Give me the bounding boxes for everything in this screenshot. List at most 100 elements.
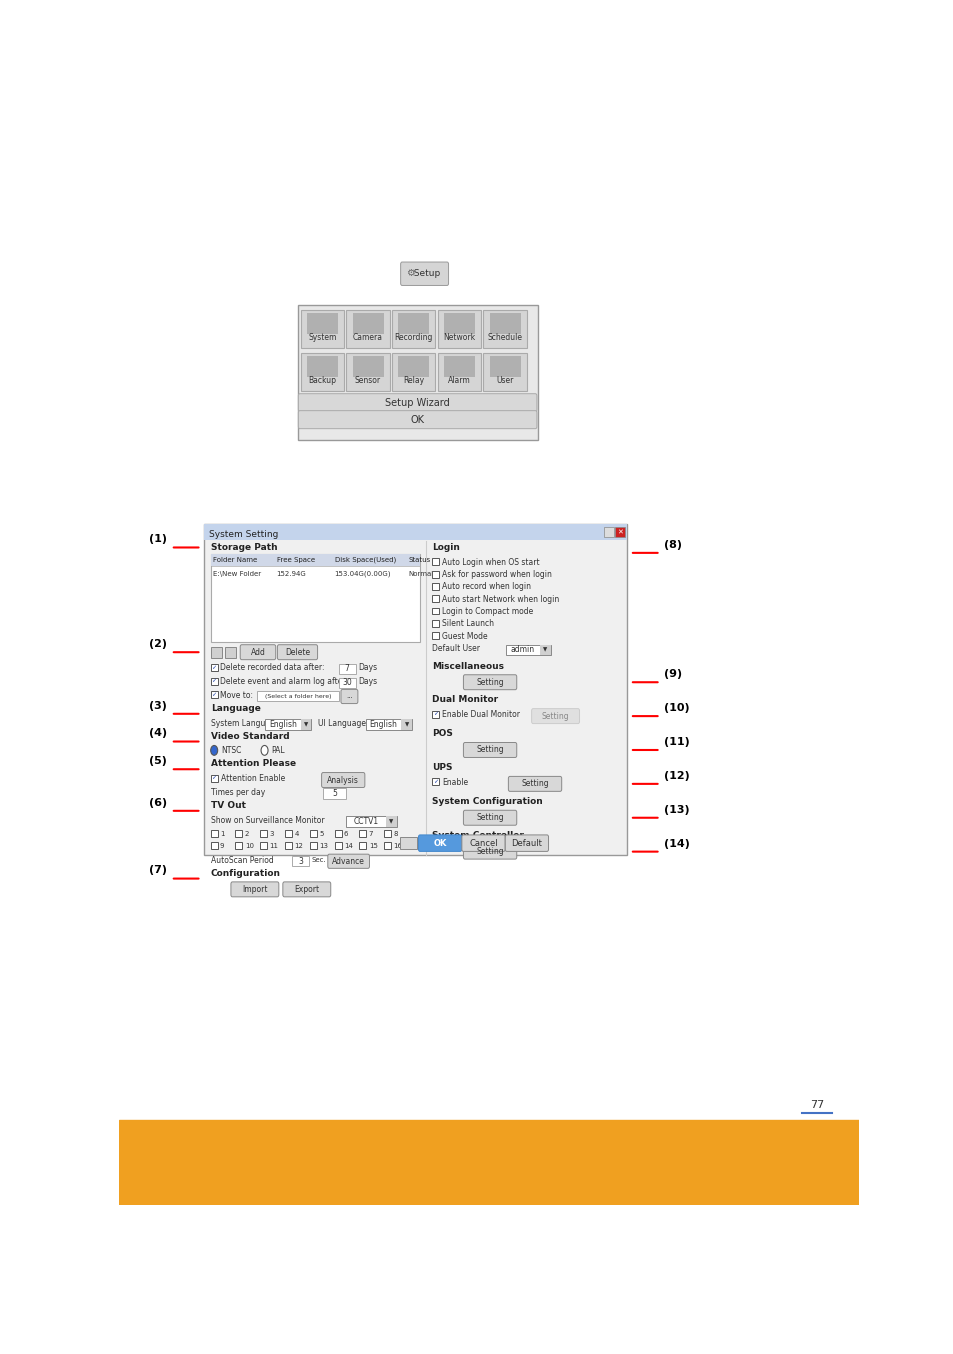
Bar [285, 830, 292, 837]
Bar [211, 554, 419, 566]
Text: Language: Language [211, 704, 260, 714]
Text: Attention Please: Attention Please [211, 760, 295, 768]
Bar [300, 310, 344, 348]
Bar [432, 711, 439, 718]
Bar [437, 352, 480, 391]
Text: Folder Name: Folder Name [213, 556, 257, 563]
Text: 6: 6 [344, 831, 348, 837]
Bar [260, 830, 267, 837]
Text: Video Standard: Video Standard [211, 731, 289, 741]
Text: Setting: Setting [476, 746, 503, 754]
Text: Camera: Camera [353, 333, 382, 341]
Text: Network: Network [443, 333, 475, 341]
Text: POS: POS [432, 730, 453, 738]
Bar [603, 527, 613, 536]
Bar [235, 842, 242, 849]
Text: Auto record when login: Auto record when login [442, 582, 531, 592]
Circle shape [261, 746, 268, 756]
Text: ✓: ✓ [212, 692, 216, 697]
Bar [432, 779, 439, 785]
Bar [432, 632, 439, 639]
Text: NTSC: NTSC [220, 746, 241, 756]
Bar [211, 647, 222, 658]
Text: (4): (4) [149, 728, 167, 738]
Text: Dual Monitor: Dual Monitor [432, 696, 498, 704]
Text: System Controller: System Controller [432, 831, 524, 839]
Bar [353, 356, 383, 378]
FancyBboxPatch shape [531, 708, 578, 723]
Bar [310, 842, 316, 849]
Bar [359, 842, 366, 849]
Text: 3: 3 [298, 857, 303, 865]
Text: ▼: ▼ [304, 722, 308, 727]
Text: Sensor: Sensor [355, 376, 380, 385]
Text: Normal: Normal [408, 570, 433, 577]
Bar [483, 310, 526, 348]
Text: 14: 14 [344, 844, 353, 849]
Bar [346, 352, 390, 391]
Text: Times per day: Times per day [211, 788, 265, 798]
Bar [310, 830, 316, 837]
Text: 7: 7 [369, 831, 373, 837]
Text: OK: OK [433, 838, 446, 848]
Text: Setting: Setting [476, 678, 503, 686]
FancyBboxPatch shape [400, 263, 448, 286]
Text: 8: 8 [394, 831, 397, 837]
Text: Attention Enable: Attention Enable [220, 774, 285, 783]
FancyBboxPatch shape [463, 674, 517, 689]
Bar [443, 356, 475, 378]
Text: Auto start Network when login: Auto start Network when login [442, 594, 559, 604]
Bar [285, 842, 292, 849]
Bar [483, 352, 526, 391]
Bar [338, 663, 355, 674]
Text: Move to:: Move to: [220, 691, 253, 700]
FancyBboxPatch shape [463, 742, 517, 757]
Text: Configuration: Configuration [211, 869, 280, 877]
Bar [443, 313, 475, 334]
Bar [359, 830, 366, 837]
Text: User: User [496, 376, 514, 385]
Text: ▼: ▼ [543, 647, 547, 653]
Bar [257, 692, 338, 701]
Text: Schedule: Schedule [487, 333, 522, 341]
Bar [300, 719, 311, 730]
Text: TV Out: TV Out [211, 802, 246, 810]
Text: (9): (9) [663, 669, 681, 680]
Text: Enable: Enable [442, 777, 468, 787]
Text: Disk Space(Used): Disk Space(Used) [335, 556, 395, 563]
Text: CCTV1: CCTV1 [354, 816, 378, 826]
FancyBboxPatch shape [463, 810, 517, 825]
Text: ✓: ✓ [212, 678, 216, 684]
Text: Alarm: Alarm [448, 376, 471, 385]
Bar [505, 645, 550, 655]
Bar [323, 788, 346, 799]
Text: Days: Days [357, 677, 376, 686]
Text: ✓: ✓ [212, 665, 216, 670]
Text: Silent Launch: Silent Launch [442, 619, 494, 628]
Text: Setting: Setting [476, 814, 503, 822]
Text: admin: admin [511, 646, 535, 654]
Bar [539, 645, 550, 655]
Bar [211, 830, 217, 837]
Bar [292, 856, 309, 867]
FancyBboxPatch shape [328, 854, 369, 868]
FancyBboxPatch shape [298, 410, 537, 429]
FancyBboxPatch shape [277, 645, 317, 659]
Text: 7: 7 [344, 665, 349, 673]
Text: UI Language: UI Language [317, 719, 365, 727]
Bar [384, 830, 391, 837]
Text: Analysis: Analysis [327, 776, 358, 784]
Text: Sec.: Sec. [311, 857, 326, 862]
Text: AutoScan Period: AutoScan Period [211, 856, 274, 865]
Text: Recording: Recording [395, 333, 433, 341]
Bar [397, 313, 429, 334]
Text: (Select a folder here): (Select a folder here) [264, 695, 331, 699]
Bar [489, 313, 520, 334]
Text: (7): (7) [149, 865, 167, 876]
Text: 11: 11 [270, 844, 278, 849]
Text: ✓: ✓ [433, 780, 438, 784]
Bar [392, 310, 435, 348]
Text: Setting: Setting [520, 780, 548, 788]
Bar [265, 719, 311, 730]
Circle shape [211, 746, 217, 756]
